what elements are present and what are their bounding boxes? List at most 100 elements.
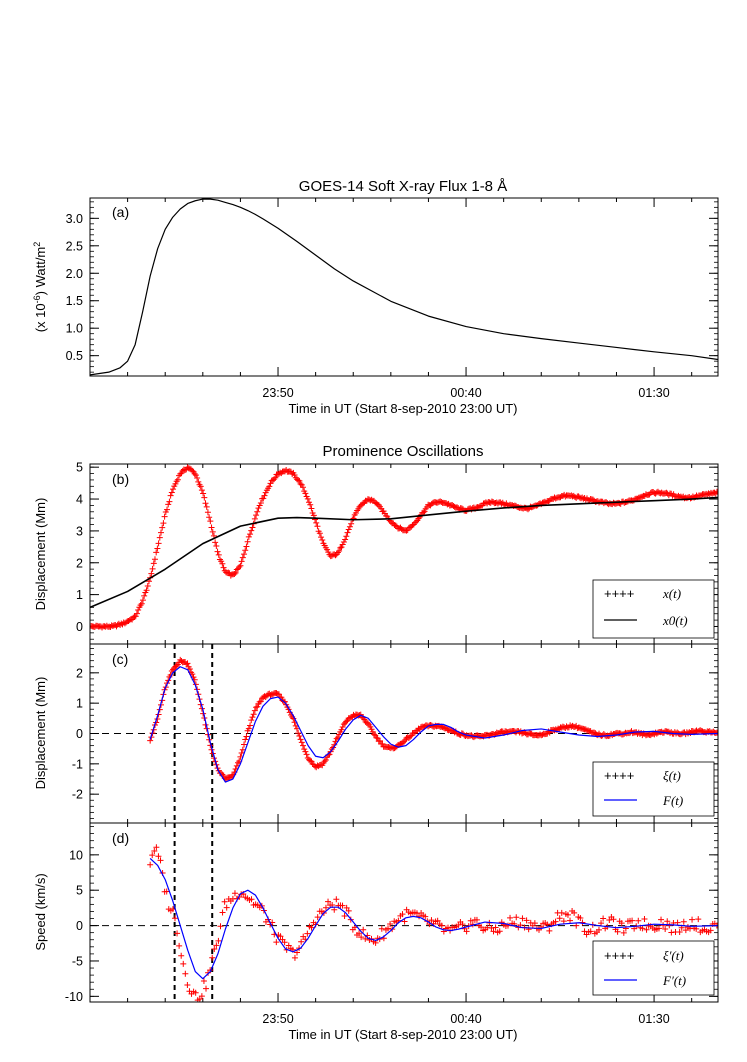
panel-d-series-1-point: [416, 913, 423, 920]
panel-c-series-1-point: [339, 723, 346, 730]
panel-c-series-1-point: [373, 734, 380, 741]
panel-b-series-1-point: [350, 515, 357, 522]
panel-b-series-1-point: [255, 505, 262, 512]
panel-c-series-1-point: [256, 698, 263, 705]
panel-b-series-1-point: [174, 476, 181, 483]
panel-d-series-1-point: [322, 904, 329, 911]
panel-d-series-1-point: [277, 933, 284, 940]
panel-c-series-1-point: [249, 714, 256, 721]
panel-b-ytick-label: 4: [76, 493, 83, 507]
panel-d-series-1-point: [600, 915, 607, 922]
panel-b-series-1-point: [143, 587, 150, 594]
panel-b-series-1-point: [243, 543, 250, 550]
panel-d-series-1-point: [519, 915, 526, 922]
panel-d-series-1-point: [507, 914, 514, 921]
panel-b-series-1-point: [308, 505, 315, 512]
panel-b-series-1-point: [220, 564, 227, 571]
panel-d-series-1-point: [606, 917, 613, 924]
panel-d-series-1-point: [463, 928, 470, 935]
panel-d-series-1-point: [513, 914, 520, 921]
panel-b-series-1-point: [337, 544, 344, 551]
panel-d-series-1-point: [666, 922, 673, 929]
panel-d-series-1-point: [362, 935, 369, 942]
panel-b-series-1-point: [231, 570, 238, 577]
panel-c-legend-label-1: ξ(t): [663, 768, 681, 783]
panel-d-series-1-point: [422, 913, 429, 920]
panel-d-series-1-point: [231, 890, 238, 897]
panel-c-series-1-point: [248, 717, 255, 724]
panel-b-series-1-point: [244, 538, 251, 545]
panel-b-series-1-point: [195, 478, 202, 485]
panel-d-series-1-point: [171, 915, 178, 922]
panel-b-series-1-point: [316, 530, 323, 537]
panel-c-series-1-point: [298, 739, 305, 746]
panel-b-series-1-point: [344, 529, 351, 536]
panel-a-series-1-line: [90, 198, 718, 376]
panel-b-legend-label-1: x(t): [662, 586, 681, 601]
panel-d-series-1-point: [314, 914, 321, 921]
panel-d-series-1-point: [178, 952, 185, 959]
panel-d-series-1-point: [680, 918, 687, 925]
panel-b-series-1-point: [215, 551, 222, 558]
panel-b-series-1-point: [132, 613, 139, 620]
panel-d-series-1-point: [149, 852, 156, 859]
panel-c-series-1-point: [321, 758, 328, 765]
panel-d-series-1-point: [695, 916, 702, 923]
panel-d-xtick-label: 23:50: [262, 1012, 293, 1026]
panel-b-series-1-point: [306, 499, 313, 506]
panel-d-series-1-point: [213, 942, 220, 949]
panel-b-series-1-point: [348, 520, 355, 527]
panel-b-series-1-point: [219, 560, 226, 567]
panel-d-series-1-point: [610, 916, 617, 923]
panel-b-series-1-point: [157, 529, 164, 536]
panel-b-series-1-point: [251, 515, 258, 522]
panel-b-series-1-point: [135, 606, 142, 613]
panel-c-legend-label-2: F(t): [662, 793, 683, 808]
panel-b-series-1-point: [238, 558, 245, 565]
panel-b-series-1-point: [237, 562, 244, 569]
panel-d-series-1-point: [531, 920, 538, 927]
panel-b-series-1-point: [192, 472, 199, 479]
panel-d-xtick-label: 00:40: [450, 1012, 481, 1026]
panel-d-series-1-point: [473, 916, 480, 923]
panel-b-series-1-point: [236, 563, 243, 570]
panel-b-label: (b): [112, 471, 129, 487]
panel-b-series-1-point: [149, 565, 156, 572]
panel-c-ytick-label: -2: [72, 788, 83, 802]
panel-a: GOES-14 Soft X-ray Flux 1-8 Å 23:50 00:40…: [32, 178, 719, 416]
panel-b-series-1-point: [413, 518, 420, 525]
panel-c-series-1-point: [173, 662, 180, 669]
panel-d-series-1-point: [217, 923, 224, 930]
panel-d-series-1-point: [571, 909, 578, 916]
panel-c-series-1-point: [333, 735, 340, 742]
panel-b-series-1-point: [214, 548, 221, 555]
panel-d-series-1-point: [655, 925, 662, 932]
panel-d-series-1-point: [378, 925, 385, 932]
panel-b-ytick-label: 3: [76, 524, 83, 538]
panel-c-series-1-point: [184, 660, 191, 667]
panel-d-series-1-point: [339, 902, 346, 909]
panel-b-series-1-point: [266, 483, 273, 490]
panel-b-series-1-point: [295, 477, 302, 484]
panel-b-series-1-point: [167, 492, 174, 499]
panel-b-series-1-point: [161, 513, 168, 520]
panel-d-legend-label-2: F′(t): [662, 973, 686, 988]
panel-b-series-1-point: [343, 533, 350, 540]
panel-b-ylabel: Displacement (Mm): [33, 498, 48, 611]
panel-b-series-1-point: [239, 554, 246, 561]
panel-b-series-1-point: [194, 474, 201, 481]
panel-d-series-1-point: [438, 922, 445, 929]
panel-d-ytick-label: -10: [65, 990, 83, 1004]
panel-b-series-1-point: [307, 501, 314, 508]
panel-b-series-1-point: [213, 542, 220, 549]
panel-d-series-1-point: [525, 926, 532, 933]
panel-d-series-1-point: [618, 920, 625, 927]
panel-d-series-1-point: [629, 917, 636, 924]
panel-b-series-1-point: [164, 506, 171, 513]
panel-c-series-1-point: [247, 722, 254, 729]
panel-d-series-1-point: [573, 922, 580, 929]
panel-d-label: (d): [112, 830, 129, 846]
panel-c-series-1-point: [253, 704, 260, 711]
panel-d-series-1-point: [360, 926, 367, 933]
panel-d-series-1-point: [401, 918, 408, 925]
